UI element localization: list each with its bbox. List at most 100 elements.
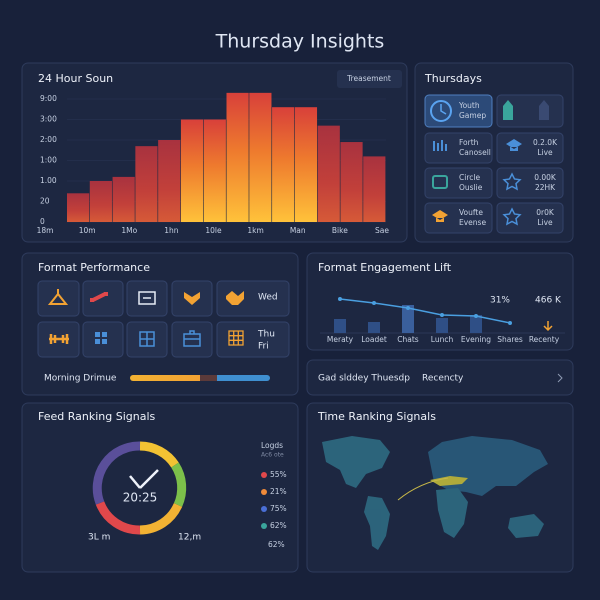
panel-title: Format Engagement Lift — [318, 261, 452, 274]
grid-icon — [139, 331, 155, 347]
continent — [436, 488, 468, 538]
point — [508, 321, 512, 325]
legend-swatch — [261, 489, 267, 495]
tile-label: Gamep — [459, 111, 486, 120]
bar — [180, 119, 204, 222]
point — [474, 314, 478, 318]
tile-label: Youth — [458, 101, 480, 110]
tile-stat: Live — [537, 148, 553, 157]
case-icon — [183, 330, 201, 347]
y-tick-label: 20 — [40, 197, 50, 206]
legend-label: 75% — [270, 504, 287, 513]
x-tick-label: 10m — [79, 226, 96, 235]
stat: 31% — [490, 296, 510, 306]
time-panel — [306, 402, 574, 573]
legend-footer: 62% — [268, 540, 285, 549]
day-label: Fri — [258, 342, 269, 352]
tile-label: Voufte — [459, 208, 483, 217]
highlight-region — [430, 476, 468, 486]
page-title: Thursday Insights — [215, 31, 385, 53]
y-tick-label: 1:00 — [40, 156, 57, 165]
axis-label: 3L m — [88, 533, 110, 543]
tile-stat: Live — [537, 218, 553, 227]
y-tick-label: 3:00 — [40, 115, 57, 124]
x-tick-label: Bike — [332, 226, 348, 235]
bars-icon — [433, 140, 447, 151]
donut — [92, 441, 187, 535]
x-tick-label: 1km — [247, 226, 263, 235]
bar — [436, 318, 448, 333]
tile-stat: 0r0K — [536, 208, 555, 217]
tile-stat: 22HK — [535, 183, 556, 192]
grid-icon — [95, 332, 107, 344]
y-tick-label: 9:00 — [40, 94, 57, 103]
panel-title: 24 Hour Soun — [38, 72, 113, 85]
x-tick-label: 18m — [37, 226, 54, 235]
tile-label: Circle — [459, 173, 480, 182]
donut-segment — [92, 441, 141, 505]
x-tick-label: Lunch — [431, 335, 454, 344]
legend-label: 21% — [270, 487, 287, 496]
legend-swatch — [261, 523, 267, 529]
legend-subtitle: Ac6 ote — [261, 452, 284, 459]
bar — [317, 125, 340, 222]
button[interactable] — [337, 70, 402, 88]
tile[interactable] — [216, 280, 290, 317]
bar — [135, 146, 158, 222]
point — [372, 301, 376, 305]
day-label: Wed — [258, 293, 278, 303]
format-tiles — [37, 280, 290, 358]
x-tick-label: Loadet — [361, 335, 387, 344]
line — [339, 298, 511, 324]
continent — [322, 436, 390, 488]
bar — [272, 107, 295, 222]
bar — [112, 176, 135, 222]
cat-icon — [226, 291, 244, 305]
point — [406, 306, 410, 310]
cap-icon — [506, 139, 522, 151]
tile[interactable] — [82, 280, 124, 317]
bar — [203, 119, 226, 222]
chevron[interactable] — [557, 373, 563, 383]
tile[interactable] — [424, 202, 493, 234]
x-tick-label: Chats — [397, 335, 419, 344]
dumbbell-icon — [90, 292, 108, 302]
tile[interactable] — [37, 280, 80, 317]
hanger-icon — [47, 289, 69, 305]
clock-time: 20:25 — [123, 491, 158, 505]
row-tag: Recencty — [422, 374, 464, 384]
x-tick-label: Man — [290, 226, 306, 235]
star-icon — [502, 172, 522, 191]
x-tick-label: 1Mo — [121, 226, 137, 235]
engagement-chart: Meraty Loadet Chats Lunch Evening Shares Recen… — [320, 297, 565, 344]
cap-icon — [432, 210, 448, 222]
panel-title: Feed Ranking Signals — [38, 410, 156, 423]
engagement-row[interactable] — [306, 359, 574, 396]
axis-label: 12,m — [178, 533, 201, 543]
legend-label: 55% — [270, 470, 287, 479]
x-tick-label: 10le — [205, 226, 222, 235]
figure-icon — [539, 100, 549, 120]
continent — [508, 514, 544, 538]
bar — [249, 92, 272, 222]
legend-swatch — [261, 506, 267, 512]
world-map — [322, 436, 548, 550]
clock-icon — [430, 100, 452, 122]
legend-swatch — [261, 472, 267, 478]
progress-label: Morning Drimue — [44, 374, 117, 384]
donut-segment — [171, 462, 187, 507]
row-text: Gad slddey Thuesdp — [318, 374, 410, 384]
tile[interactable] — [216, 321, 290, 358]
y-tick-label: 2:00 — [40, 135, 57, 144]
face-icon — [138, 291, 156, 305]
continent — [364, 496, 390, 550]
star-icon — [502, 207, 522, 226]
arrow-icon — [543, 321, 553, 332]
bar — [368, 322, 380, 333]
bar — [363, 156, 386, 222]
tile-active[interactable] — [424, 94, 493, 128]
bar — [334, 319, 346, 333]
x-tick-label: Recenty — [529, 335, 560, 344]
button-label: Treasement — [346, 74, 391, 83]
